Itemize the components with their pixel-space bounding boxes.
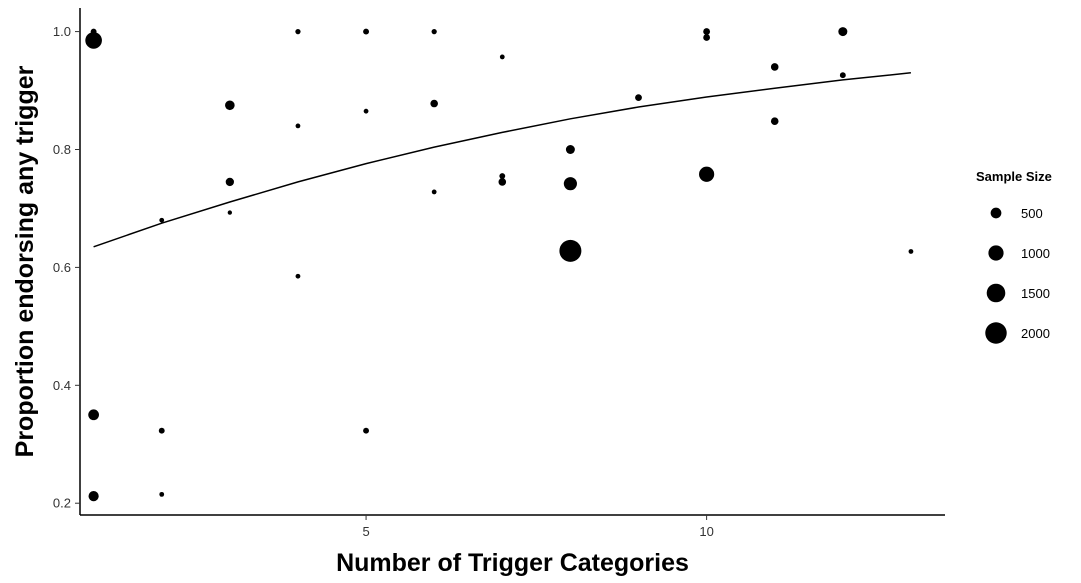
data-point xyxy=(563,177,577,191)
y-tick-label: 0.2 xyxy=(53,496,71,511)
legend-key xyxy=(990,207,1002,219)
data-point xyxy=(839,72,846,79)
data-point xyxy=(88,409,99,421)
data-point xyxy=(770,63,779,71)
data-point xyxy=(159,491,165,497)
y-tick-label: 0.8 xyxy=(53,142,71,157)
data-point xyxy=(430,99,438,108)
data-point xyxy=(295,28,301,35)
data-point xyxy=(431,189,437,195)
data-point xyxy=(703,34,711,41)
legend: Sample Size 500 1000 1500 2000 xyxy=(976,169,1052,344)
fit-curve xyxy=(93,72,911,248)
legend-label: 1000 xyxy=(1021,246,1050,261)
legend-label: 1500 xyxy=(1021,286,1050,301)
legend-key xyxy=(986,283,1006,303)
data-point xyxy=(699,166,715,182)
y-tick-label: 0.4 xyxy=(53,378,71,393)
data-point xyxy=(565,144,575,154)
legend-entries: 500 1000 1500 2000 xyxy=(985,206,1050,344)
legend-key xyxy=(985,322,1007,344)
data-point xyxy=(227,210,232,215)
y-axis-title: Proportion endorsing any trigger xyxy=(11,65,39,457)
data-point xyxy=(295,273,301,279)
fit-line-layer xyxy=(93,72,911,248)
data-point xyxy=(85,32,102,49)
x-axis-ticks: 5 10 xyxy=(362,515,714,539)
data-point xyxy=(363,427,370,434)
data-point xyxy=(499,173,506,179)
data-point xyxy=(295,123,301,129)
data-point xyxy=(363,28,370,35)
data-point xyxy=(88,491,99,502)
x-axis-title: Number of Trigger Categories xyxy=(336,549,689,577)
data-point xyxy=(770,117,779,125)
y-axis-ticks: 0.2 0.4 0.6 0.8 1.0 xyxy=(53,24,80,511)
x-tick-label: 5 xyxy=(362,524,369,539)
data-point xyxy=(225,100,235,111)
data-point xyxy=(559,239,582,262)
legend-label: 2000 xyxy=(1021,326,1050,341)
data-point xyxy=(838,27,848,37)
legend-title: Sample Size xyxy=(976,169,1052,184)
data-point xyxy=(225,177,234,187)
y-tick-label: 1.0 xyxy=(53,24,71,39)
data-point xyxy=(498,178,507,186)
data-point xyxy=(703,28,711,35)
data-point xyxy=(158,427,165,434)
data-point xyxy=(499,54,505,60)
data-point xyxy=(635,94,642,102)
data-point xyxy=(431,28,437,35)
data-point xyxy=(363,108,369,114)
legend-label: 500 xyxy=(1021,206,1043,221)
data-point xyxy=(908,249,914,254)
y-tick-label: 0.6 xyxy=(53,260,71,275)
x-tick-label: 10 xyxy=(699,524,713,539)
legend-key xyxy=(988,245,1004,261)
points-layer xyxy=(85,27,914,502)
data-point xyxy=(159,217,165,223)
